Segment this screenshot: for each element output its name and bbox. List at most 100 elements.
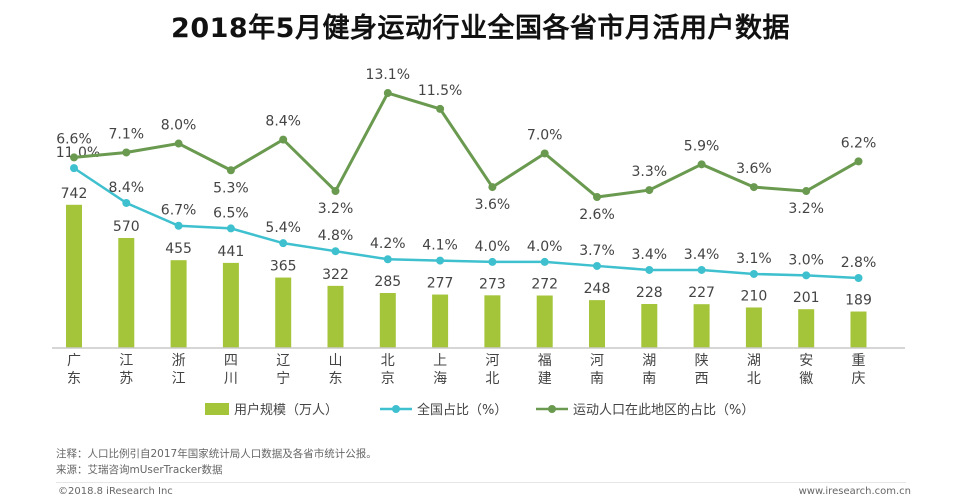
bar-value-label-11: 228 xyxy=(636,285,663,301)
share-point-11 xyxy=(645,265,654,274)
sport-point-1 xyxy=(122,148,131,157)
share-label-4: 5.4% xyxy=(265,220,301,236)
bar-15 xyxy=(850,311,867,348)
share-point-0 xyxy=(70,164,78,173)
bar-7 xyxy=(432,294,449,348)
sport-point-4 xyxy=(279,135,288,144)
sport-point-11 xyxy=(645,186,654,195)
sport-point-15 xyxy=(854,157,863,166)
footer-divider xyxy=(56,482,906,483)
x-tick-label-12: 陕西 xyxy=(695,353,709,387)
x-tick-label-4: 辽宁 xyxy=(276,353,290,387)
legend-sport-label: 运动人口在此地区的占比（%） xyxy=(573,402,754,418)
sport-label-15: 6.2% xyxy=(841,135,877,151)
sport-label-0: 6.6% xyxy=(56,131,92,147)
svg-text:江: 江 xyxy=(119,353,133,369)
bar-value-label-5: 322 xyxy=(322,267,349,283)
bar-value-label-14: 201 xyxy=(793,290,820,306)
x-tick-label-10: 河南 xyxy=(590,353,604,387)
svg-text:宁: 宁 xyxy=(276,370,290,387)
share-point-3 xyxy=(226,224,235,233)
svg-text:重: 重 xyxy=(852,353,866,369)
bar-1 xyxy=(118,237,135,348)
svg-text:安: 安 xyxy=(799,353,813,369)
bar-value-label-2: 455 xyxy=(165,241,192,257)
x-tick-label-9: 福建 xyxy=(538,353,552,387)
share-label-11: 3.4% xyxy=(632,247,668,263)
bar-8 xyxy=(484,295,501,348)
share-point-8 xyxy=(488,257,497,266)
sport-point-2 xyxy=(174,139,183,148)
bars-layer: 742 570 455 441 365 322 285 277 273 272 248 228 227 2… xyxy=(61,186,872,348)
bar-14 xyxy=(798,309,815,348)
share-label-2: 6.7% xyxy=(161,203,197,219)
svg-text:建: 建 xyxy=(538,371,552,387)
legend-share-label: 全国占比（%） xyxy=(417,402,507,418)
share-label-3: 6.5% xyxy=(213,205,249,221)
svg-text:西: 西 xyxy=(695,371,709,387)
note-annotation: 注释：人口比例引自2017年国家统计局人口数据及各省市统计公报。 xyxy=(56,448,377,460)
svg-text:东: 东 xyxy=(329,371,343,387)
bar-value-label-15: 189 xyxy=(845,293,872,309)
share-label-9: 4.0% xyxy=(527,239,563,255)
share-label-6: 4.2% xyxy=(370,236,406,252)
share-label-5: 4.8% xyxy=(318,228,354,244)
sport-point-13 xyxy=(749,183,758,192)
share-point-12 xyxy=(697,265,706,274)
sport-point-8 xyxy=(488,183,497,192)
svg-text:京: 京 xyxy=(381,371,395,387)
svg-text:陕: 陕 xyxy=(695,353,709,369)
x-tick-label-11: 湖南 xyxy=(642,353,656,387)
bar-value-label-6: 285 xyxy=(374,274,401,290)
share-label-10: 3.7% xyxy=(579,243,615,259)
svg-text:湖: 湖 xyxy=(747,353,761,369)
sport-point-0 xyxy=(70,153,78,162)
bar-value-label-7: 277 xyxy=(427,276,454,292)
chart-title: 2018年5月健身运动行业全国各省市月活用户数据 xyxy=(171,13,790,44)
sport-line xyxy=(73,91,860,199)
share-point-13 xyxy=(749,269,758,278)
legend-bar-swatch xyxy=(205,403,229,415)
share-point-4 xyxy=(279,239,288,248)
svg-text:湖: 湖 xyxy=(642,353,656,369)
bar-12 xyxy=(693,304,710,348)
share-point-9 xyxy=(540,257,549,266)
sport-label-10: 2.6% xyxy=(579,207,615,223)
x-tick-label-8: 河北 xyxy=(485,353,499,387)
share-point-1 xyxy=(122,198,131,207)
x-tick-label-5: 山东 xyxy=(329,353,343,387)
bar-9 xyxy=(536,295,553,348)
x-tick-label-7: 上海 xyxy=(433,353,447,387)
x-tick-label-6: 北京 xyxy=(381,353,395,387)
svg-text:辽: 辽 xyxy=(276,353,290,369)
share-label-15: 2.8% xyxy=(841,255,877,271)
sport-label-12: 5.9% xyxy=(684,138,720,154)
sport-label-9: 7.0% xyxy=(527,127,563,143)
sport-point-3 xyxy=(226,166,235,175)
bar-value-label-4: 365 xyxy=(270,259,297,275)
legend-sport-marker xyxy=(548,405,556,413)
svg-text:山: 山 xyxy=(329,353,343,369)
bar-10 xyxy=(589,300,605,348)
sport-label-1: 7.1% xyxy=(109,126,145,142)
share-label-7: 4.1% xyxy=(422,238,458,254)
svg-text:南: 南 xyxy=(642,371,656,387)
sport-point-14 xyxy=(802,187,811,196)
bar-2 xyxy=(170,260,187,348)
bar-5 xyxy=(327,285,344,348)
x-tick-label-2: 浙江 xyxy=(172,353,186,387)
svg-text:广: 广 xyxy=(67,353,81,369)
share-point-5 xyxy=(331,247,340,256)
x-tick-label-15: 重庆 xyxy=(852,353,866,387)
svg-text:徽: 徽 xyxy=(799,371,813,387)
legend: 用户规模（万人） 全国占比（%） 运动人口在此地区的占比（%） xyxy=(205,402,754,418)
share-label-0: 11.0% xyxy=(56,145,100,161)
legend-bar-label: 用户规模（万人） xyxy=(234,402,338,418)
bar-value-label-8: 273 xyxy=(479,276,506,292)
svg-text:江: 江 xyxy=(172,371,186,387)
sport-label-5: 3.2% xyxy=(318,201,354,217)
share-label-1: 8.4% xyxy=(109,180,145,196)
legend-share-marker xyxy=(392,405,400,413)
